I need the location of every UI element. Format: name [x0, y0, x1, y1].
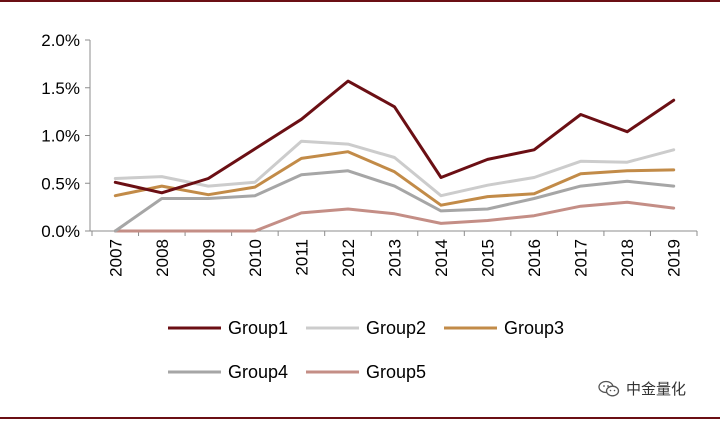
- plot-area: 0.0% 0.5% 1.0% 1.5% 2.0% 2007 2008 2009 2010 2011…: [41, 31, 698, 277]
- series-line-group3: [113, 150, 676, 207]
- y-tick-label: 0.5%: [41, 174, 80, 193]
- y-tick-label: 1.5%: [41, 79, 80, 98]
- watermark: 中金量化: [598, 378, 686, 399]
- legend-item: Group4: [168, 362, 288, 382]
- legend-label: Group1: [228, 318, 288, 338]
- x-tick-label: 2010: [246, 239, 265, 277]
- x-tick-label: 2009: [199, 239, 218, 277]
- legend-item: Group3: [444, 318, 564, 338]
- x-tick-label: 2012: [339, 239, 358, 277]
- series-line-group4: [113, 169, 676, 233]
- x-tick-label: 2011: [292, 239, 311, 276]
- top-rule: [0, 0, 720, 2]
- legend-item: Group2: [306, 318, 426, 338]
- x-tick-label: 2013: [386, 239, 405, 277]
- legend-label: Group2: [366, 318, 426, 338]
- y-tick-label: 1.0%: [41, 127, 80, 146]
- series-line-group1: [113, 79, 676, 195]
- series-line-group2: [113, 139, 676, 198]
- x-tick-label: 2016: [525, 239, 544, 277]
- x-tick-label: 2008: [153, 239, 172, 277]
- legend-label: Group5: [366, 362, 426, 382]
- legend-item: Group1: [168, 318, 288, 338]
- bottom-rule: [0, 417, 720, 419]
- x-tick-label: 2018: [618, 239, 637, 277]
- y-tick-label: 0.0%: [41, 222, 80, 241]
- x-tick-label: 2014: [432, 239, 451, 277]
- x-tick-label: 2017: [572, 239, 591, 277]
- x-tick-label: 2019: [665, 239, 684, 277]
- series-line-group5: [113, 200, 676, 233]
- x-tick-label: 2007: [106, 239, 125, 277]
- watermark-text: 中金量化: [626, 380, 687, 398]
- legend: Group1 Group2 Group3 Group4 Group5: [168, 318, 564, 382]
- legend-label: Group3: [504, 318, 564, 338]
- legend-label: Group4: [228, 362, 288, 382]
- wechat-icon: [598, 380, 620, 396]
- legend-item: Group5: [306, 362, 426, 382]
- y-tick-label: 2.0%: [41, 31, 80, 50]
- x-tick-label: 2015: [479, 239, 498, 277]
